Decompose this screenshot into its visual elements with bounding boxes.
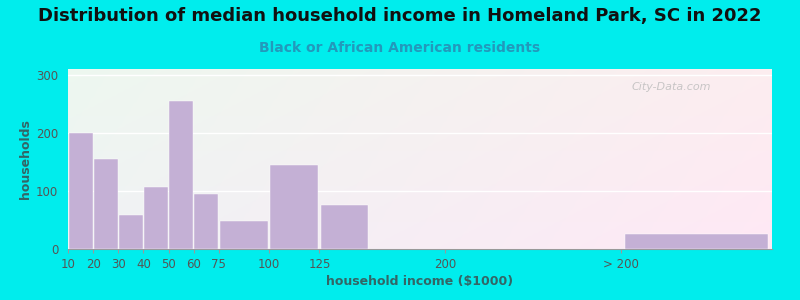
Bar [144, 187, 168, 249]
Bar [170, 101, 193, 249]
Bar [119, 215, 143, 249]
Text: Distribution of median household income in Homeland Park, SC in 2022: Distribution of median household income … [38, 8, 762, 26]
Text: Black or African American residents: Black or African American residents [259, 40, 541, 55]
Bar [220, 221, 268, 249]
Bar [321, 206, 369, 249]
Y-axis label: households: households [19, 119, 32, 199]
Bar [270, 165, 318, 249]
Bar [94, 159, 118, 249]
Bar [194, 194, 218, 249]
Bar [69, 133, 93, 249]
X-axis label: household income ($1000): household income ($1000) [326, 275, 514, 288]
Bar [625, 235, 768, 249]
Text: City-Data.com: City-Data.com [631, 82, 710, 92]
